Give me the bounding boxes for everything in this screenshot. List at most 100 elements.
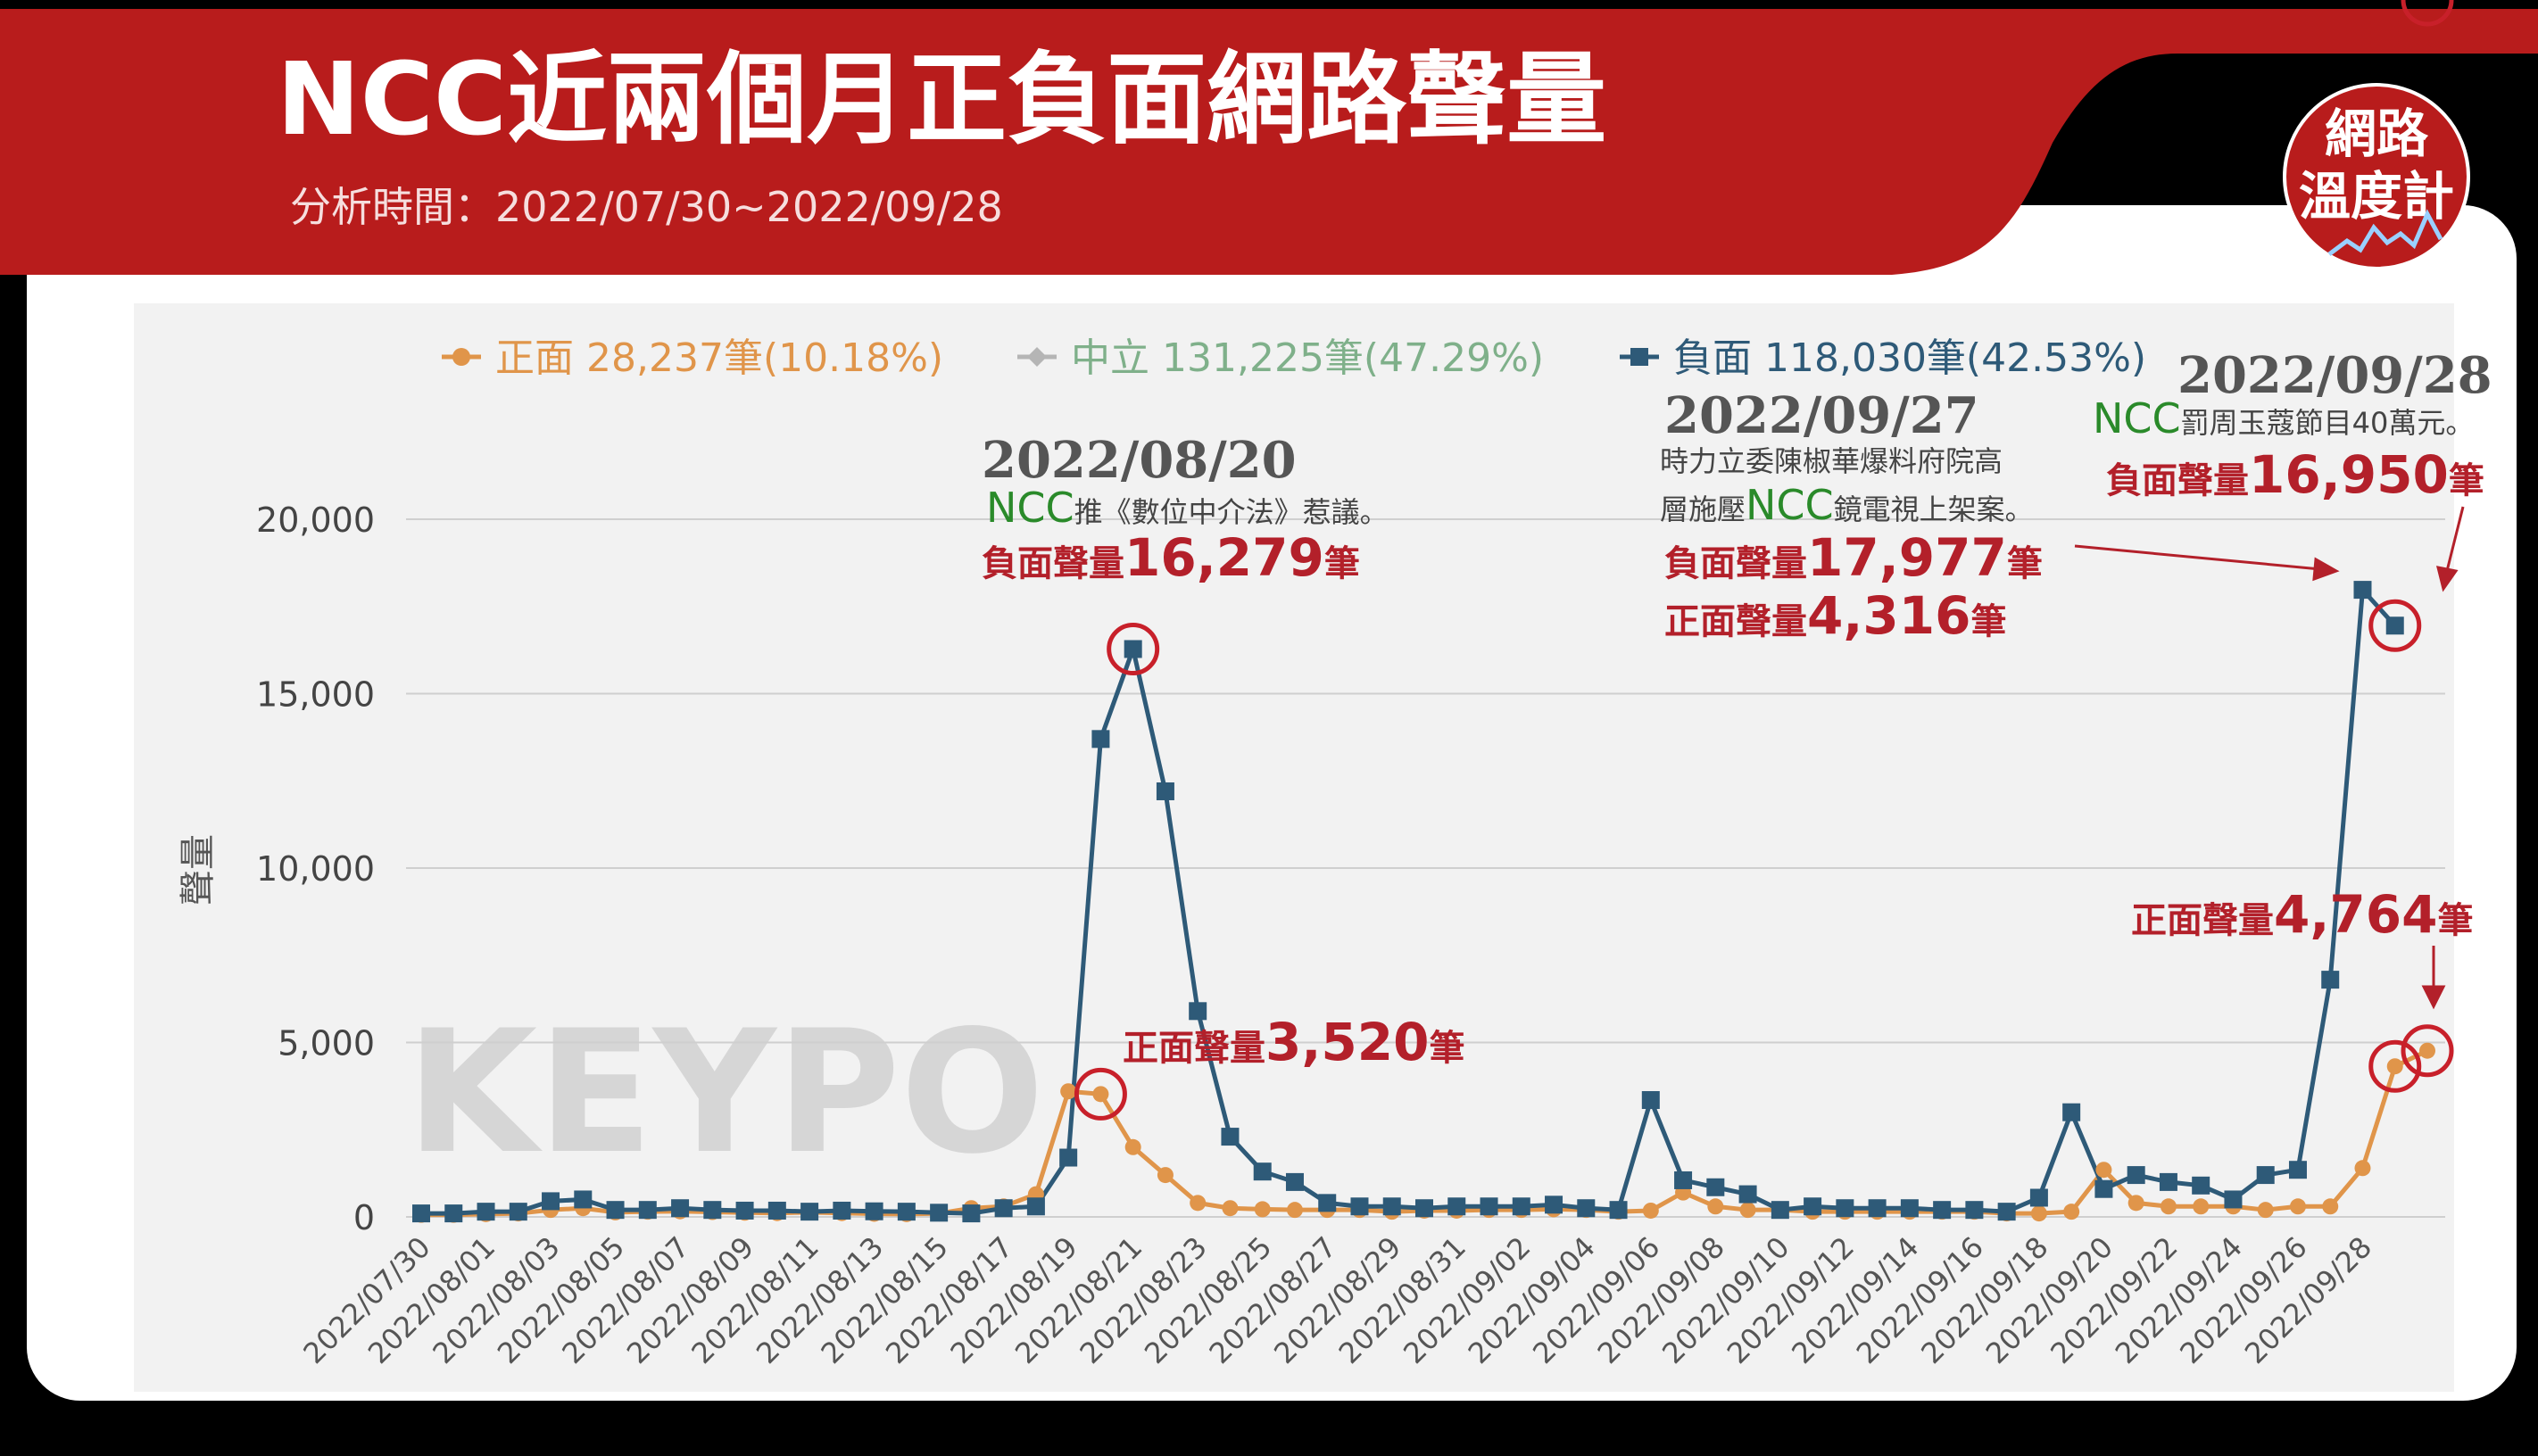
y-tick-label: 5,000 (278, 1024, 375, 1063)
negative-point (1804, 1197, 1822, 1216)
negative-point (1285, 1172, 1304, 1191)
negative-point (477, 1203, 495, 1221)
positive-point (2160, 1198, 2177, 1215)
negative-point (2224, 1190, 2243, 1209)
negative-point (1350, 1197, 1369, 1216)
negative-point (1091, 730, 1110, 749)
page-title: NCC近兩個月正負面網路聲量 (277, 42, 1606, 158)
positive-point (2095, 1162, 2112, 1179)
negative-point (509, 1203, 527, 1221)
positive-point (2386, 1058, 2403, 1075)
positive-point (1092, 1086, 1109, 1103)
event1-negative: 負面聲量16,279筆 (982, 527, 1360, 588)
legend-label: 中立 131,225筆(47.29%) (1071, 335, 1544, 381)
negative-point (671, 1199, 690, 1218)
negative-point (2127, 1166, 2145, 1185)
negative-point (1059, 1148, 1078, 1167)
positive-point (2063, 1204, 2080, 1220)
legend-marker (1630, 348, 1648, 366)
highlight-circle (2401, 1024, 2454, 1078)
negative-point (767, 1201, 786, 1220)
event3-date: 2022/09/28 (2177, 346, 2492, 405)
negative-point (994, 1199, 1013, 1218)
negative-point (930, 1204, 949, 1222)
negative-point (897, 1203, 916, 1221)
positive-point (1124, 1138, 1141, 1155)
highlight-circle (1074, 1067, 1127, 1121)
event1-org: NCC (986, 484, 1074, 532)
positive-point (1190, 1195, 1207, 1212)
positive-point (2289, 1198, 2306, 1215)
positive-point (1157, 1167, 1174, 1184)
legend-marker (452, 348, 470, 366)
negative-point (1771, 1201, 1789, 1220)
positive-point (2257, 1202, 2274, 1219)
event1-text: 推《數位中介法》惹議。 (1074, 495, 1389, 529)
arrow-event2-head (2312, 557, 2340, 582)
negative-point (1674, 1171, 1693, 1189)
negative-point (412, 1204, 430, 1223)
page-subtitle: 分析時間：2022/07/30~2022/09/28 (290, 183, 1003, 231)
positive-point (1642, 1202, 1659, 1219)
arrow-event3-negative (2445, 506, 2465, 572)
negative-point (1933, 1201, 1952, 1220)
negative-point (1706, 1178, 1725, 1196)
negative-point (1156, 782, 1174, 800)
positive-point (1707, 1198, 1724, 1215)
negative-point (1609, 1201, 1628, 1220)
arrow-event2-negative (2074, 544, 2321, 571)
annotation-event1: 2022/08/20 NCC推《數位中介法》惹議。 負面聲量16,279筆 正面… (982, 431, 1464, 1072)
arrow-event3-pos-head (2421, 985, 2446, 1010)
positive-point (1739, 1202, 1756, 1219)
negative-point (1124, 640, 1142, 658)
legend-label: 負面 118,030筆(42.53%) (1673, 335, 2146, 381)
negative-point (1253, 1162, 1272, 1181)
event2-negative: 負面聲量17,977筆 (1664, 527, 2043, 588)
y-axis-label: 聲量 (178, 834, 219, 906)
negative-point (2029, 1188, 2048, 1207)
positive-point (2419, 1042, 2435, 1059)
negative-point (833, 1201, 851, 1220)
badge-line1: 網路 (2325, 103, 2429, 164)
positive-point (1286, 1202, 1303, 1219)
highlight-circle (2368, 1039, 2422, 1093)
positive-point (1060, 1083, 1077, 1100)
positive-point (1222, 1200, 1239, 1217)
highlight-circle (2401, 0, 2454, 27)
negative-point (1545, 1195, 1563, 1214)
legend-label: 正面 28,237筆(10.18%) (495, 335, 943, 381)
negative-point (2062, 1103, 2081, 1121)
event3-positive: 正面聲量4,764筆 (2131, 884, 2473, 945)
negative-point (2192, 1176, 2210, 1195)
negative-point (865, 1202, 883, 1220)
event1-desc: NCC推《數位中介法》惹議。 (986, 484, 1389, 532)
negative-point (1447, 1197, 1466, 1216)
highlight-circle (2368, 599, 2422, 652)
negative-point (1382, 1197, 1401, 1216)
negative-point (1965, 1201, 1984, 1220)
negative-point (1868, 1199, 1887, 1218)
negative-point (1577, 1199, 1596, 1218)
negative-point (2256, 1166, 2275, 1185)
annotation-event2: 2022/09/27 時力立委陳椒華爆料府院高 層施壓NCC鏡電視上架案。 負面… (1660, 386, 2043, 646)
positive-point (2322, 1198, 2339, 1215)
event3-negative: 負面聲量16,950筆 (2106, 444, 2484, 505)
negative-point (2159, 1172, 2177, 1191)
event3-desc: NCC罰周玉蔻節目40萬元。 (2093, 394, 2474, 443)
y-tick-labels: 0 5,000 10,000 15,000 20,000 (256, 500, 375, 1237)
negative-point (1189, 1002, 1207, 1021)
event2-org: NCC (1746, 481, 1834, 529)
negative-point (2353, 581, 2372, 600)
highlight-circles (1074, 0, 2454, 1121)
negative-point (574, 1190, 593, 1209)
event2-date: 2022/09/27 (1664, 386, 1979, 445)
negative-point (1512, 1197, 1530, 1216)
negative-point (638, 1201, 657, 1220)
event1-positive: 正面聲量3,520筆 (1123, 1012, 1464, 1072)
negative-point (1641, 1091, 1660, 1110)
positive-point (2193, 1198, 2210, 1215)
positive-point (1254, 1201, 1271, 1218)
positive-point (2354, 1160, 2371, 1177)
negative-point (703, 1201, 722, 1220)
